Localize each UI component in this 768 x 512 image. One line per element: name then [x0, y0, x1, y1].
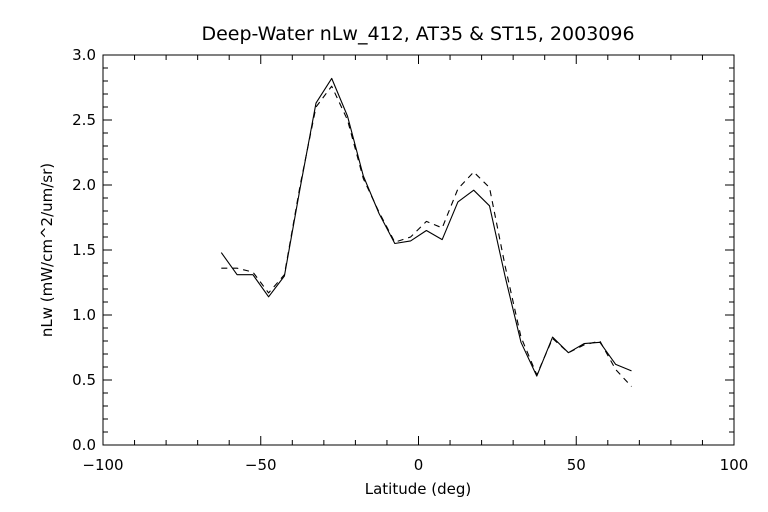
plot-frame [102, 54, 735, 446]
x-tick-label: 50 [567, 456, 586, 474]
x-tick-label: 0 [414, 456, 424, 474]
y-tick-label: 0.5 [72, 371, 96, 389]
axis-ticks [102, 54, 735, 446]
x-tick-label: 100 [720, 456, 749, 474]
y-axis-label: nLw (mW/cm^2/um/sr) [38, 163, 56, 337]
series-line-dashed [221, 85, 632, 387]
series-line-solid [220, 77, 632, 377]
y-tick-label: 0.0 [72, 436, 96, 454]
y-tick-label: 2.5 [72, 111, 96, 129]
x-axis-label: Latitude (deg) [365, 480, 471, 498]
x-tick-label: −100 [82, 456, 123, 474]
series-layer [220, 77, 632, 387]
x-tick-label: −50 [245, 456, 277, 474]
tick-labels: −100 −50 0 50 100 0.0 0.5 1.0 1.5 2.0 2.5 3.0 [72, 46, 748, 474]
chart-title: Deep-Water nLw_412, AT35 & ST15, 2003096 [201, 23, 634, 45]
y-tick-label: 1.5 [72, 241, 96, 259]
y-tick-label: 3.0 [72, 46, 96, 64]
y-tick-label: 2.0 [72, 176, 96, 194]
y-tick-label: 1.0 [72, 306, 96, 324]
